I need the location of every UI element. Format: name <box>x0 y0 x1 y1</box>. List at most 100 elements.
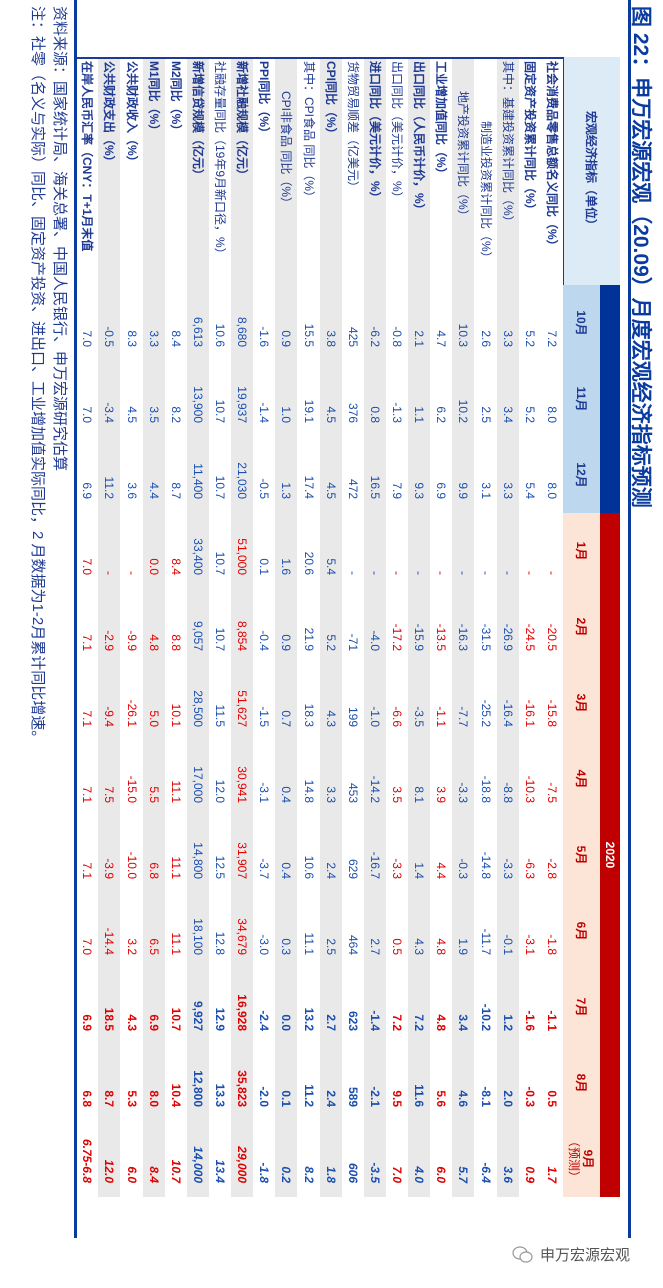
table-cell: 11.6 <box>412 1084 427 1107</box>
table-row: CPI非食品 同比（%） 0.9 1.0 1.3 1.6 0.9 0.7 0.4 0.4 0.3 0… <box>275 57 298 1197</box>
table-cell: 9,927 <box>190 1000 205 1031</box>
table-cell: 15.5 <box>301 323 316 347</box>
table-cell: -20.5 <box>545 623 559 651</box>
row-label: 公共财政收入（%） <box>124 61 139 168</box>
table-cell: 8.2 <box>301 1166 316 1183</box>
table-row: 固定资产投资累计同比（%） 5.2 5.2 5.4 - -24.5 -16.1 -10.3 -6… <box>519 57 541 1197</box>
table-cell: -3.1 <box>522 934 537 955</box>
table-row: M1同比（%） 3.3 3.5 4.4 0.0 4.8 5.0 5.5 6.8 6.5 6.9 8.0… <box>142 57 165 1197</box>
table-cell: 10.3 <box>456 323 471 347</box>
table-cell: -1.8 <box>257 1162 272 1183</box>
table-cell: 5.0 <box>146 710 161 727</box>
row-label: 出口同比（人民币计价，%） <box>412 61 427 216</box>
watermark: 申万宏源宏观 <box>512 1244 630 1265</box>
month-label: 9月 <box>581 1149 596 1169</box>
table-cell: -2.1 <box>367 1086 382 1107</box>
table-cell: 3.3 <box>146 330 161 347</box>
table-cell: 13,900 <box>190 386 205 423</box>
table-cell: -18.8 <box>478 775 493 803</box>
table-cell: -0.5 <box>257 478 272 499</box>
table-cell: 1.8 <box>323 1166 338 1183</box>
table-cell: 4.8 <box>434 938 449 955</box>
table-cell: -1.1 <box>545 1010 559 1031</box>
month-header: 7月 <box>563 969 600 1045</box>
month-label: 10月 <box>574 310 589 336</box>
month-header: 6月 <box>563 893 600 969</box>
table-cell: 2.5 <box>478 406 493 423</box>
table-cell: 472 <box>345 478 360 499</box>
table-cell: 31,907 <box>235 842 250 879</box>
table-cell: 7.0 <box>80 330 95 347</box>
table-cell: 18.5 <box>102 1007 117 1031</box>
table-cell: 1.4 <box>412 862 427 879</box>
row-label: 在岸人民币汇率（CNY：T+1月末值 <box>80 61 95 252</box>
table-row: 其中：基建投资累计同比（%） 3.3 3.4 3.3 - -26.9 -16.4 -8.8 -3… <box>496 57 519 1197</box>
table-cell: -1.4 <box>257 402 272 423</box>
table-cell: 16.5 <box>367 475 382 499</box>
table-cell: 3.5 <box>390 786 405 803</box>
table-cell: -26.1 <box>124 699 139 727</box>
month-label: 2月 <box>574 617 589 637</box>
table-cell: 0.1 <box>279 1090 294 1107</box>
table-row: PPI同比（%） -1.6 -1.4 -0.5 0.1 -0.4 -1.5 -3.1 -3.7 -… <box>253 57 275 1197</box>
table-cell: 0.9 <box>279 330 294 347</box>
table-cell: 0.1 <box>257 558 272 575</box>
table-cell: 17.4 <box>301 475 316 499</box>
table-cell: 33,400 <box>190 538 205 575</box>
table-cell: - <box>124 571 139 575</box>
table-cell: 8.1 <box>412 786 427 803</box>
table-cell: 4.7 <box>434 330 449 347</box>
table-cell: 12.5 <box>213 855 228 879</box>
table-row: 公共财政收入（%） 8.3 4.5 3.6 - -9.9 -26.1 -15.0 -10.0 3.… <box>121 57 143 1197</box>
table-cell: - <box>545 571 559 575</box>
table-cell: 0.9 <box>279 634 294 651</box>
table-cell: -10.2 <box>478 1003 493 1031</box>
table-bottom-divider <box>74 0 77 1238</box>
table-row: 社会消费品零售总额名义同比（%） 7.2 8.0 8.0 - -20.5 -15.8 -7.5… <box>541 57 563 1197</box>
month-header: 4月 <box>563 741 600 817</box>
table-cell: - <box>102 571 117 575</box>
table-cell: 3.4 <box>456 1014 471 1031</box>
table-cell: 7.1 <box>80 634 95 651</box>
table-cell: 21,030 <box>235 462 250 499</box>
table-cell: 3.8 <box>323 330 338 347</box>
table-cell: 606 <box>345 1162 360 1183</box>
table-cell: 14,800 <box>190 842 205 879</box>
table-cell: 3.9 <box>434 786 449 803</box>
figure-title: 图 22：申万宏源宏观（20.09）月度宏观经济指标预测 <box>629 6 652 508</box>
table-cell: 13.3 <box>213 1083 228 1107</box>
table-cell: 2.7 <box>367 938 382 955</box>
table-cell: -6.3 <box>522 858 537 879</box>
table-cell: 19.1 <box>301 399 316 423</box>
table-cell: 6.0 <box>434 1166 449 1183</box>
table-cell: 29,000 <box>235 1146 250 1183</box>
table-row: 新增信贷规模（亿元） 6,613 13,900 11,400 33,400 9,057 28… <box>186 57 209 1197</box>
table-cell: 8,680 <box>235 316 250 347</box>
table-cell: 13.4 <box>213 1159 228 1183</box>
table-cell: -3.3 <box>390 858 405 879</box>
table-cell: 7.0 <box>80 558 95 575</box>
table-cell: 9.3 <box>412 482 427 499</box>
table-cell: -6.2 <box>367 326 382 347</box>
table-cell: -14.4 <box>102 927 117 955</box>
table-cell: 16,928 <box>235 994 250 1031</box>
table-cell: 6.9 <box>146 1014 161 1031</box>
table-cell: 14,000 <box>190 1146 205 1183</box>
table-cell: 4.8 <box>434 1014 449 1031</box>
table-cell: 2.4 <box>323 862 338 879</box>
row-label: CPI非食品 同比（%） <box>279 91 294 210</box>
table-cell: -3.4 <box>102 402 117 423</box>
table-cell: 28,500 <box>190 690 205 727</box>
table-row: 新增社融规模（亿元） 8,680 19,937 21,030 51,000 8,854 51… <box>231 57 254 1197</box>
table-cell: 623 <box>345 1010 360 1031</box>
table-cell: 4.5 <box>323 482 338 499</box>
table-cell: 5.2 <box>522 406 537 423</box>
month-header: 8月 <box>563 1045 600 1121</box>
month-label: 11月 <box>574 386 589 412</box>
table-cell: 3.4 <box>500 406 515 423</box>
row-label: CPI同比（%） <box>323 61 338 140</box>
wechat-icon <box>512 1245 533 1263</box>
label-column-border <box>76 57 563 59</box>
table-cell: 8.8 <box>168 634 183 651</box>
table-cell: 4.3 <box>323 710 338 727</box>
